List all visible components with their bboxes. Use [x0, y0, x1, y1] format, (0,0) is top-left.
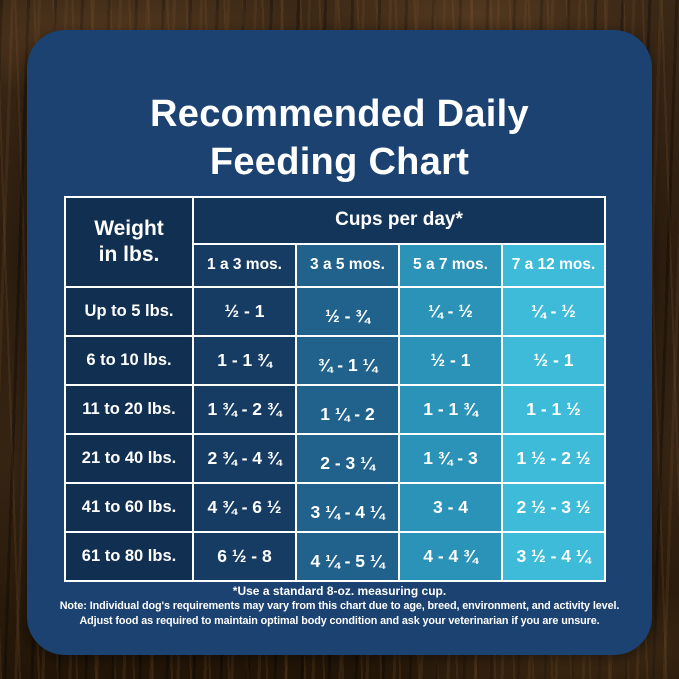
disclaimer-line-2: Adjust food as required to maintain opti… — [79, 615, 600, 627]
feeding-amount-cell: 1 - 1 ½ — [501, 384, 606, 435]
feeding-amount-cell: ¼ - ½ — [398, 286, 503, 337]
feeding-amount-cell: ½ - 1 — [192, 286, 297, 337]
feeding-amount-cell: 1 - 1 ¾ — [192, 335, 297, 386]
age-header-7-12-mos: 7 a 12 mos. — [501, 242, 606, 289]
weight-cell: 6 to 10 lbs. — [64, 335, 194, 386]
feeding-amount-cell: 3 ½ - 4 ¼ — [501, 531, 606, 582]
feeding-amount-cell: 4 ¾ - 6 ½ — [192, 482, 297, 533]
title-line-1: Recommended Daily — [150, 93, 529, 135]
feeding-amount-cell: 6 ½ - 8 — [192, 531, 297, 582]
feeding-amount-cell: 3 - 4 — [398, 482, 503, 533]
footer: *Use a standard 8-oz. measuring cup. Not… — [27, 584, 652, 629]
feeding-amount-cell: ¼ - ½ — [501, 286, 606, 337]
weight-column-header: Weight in lbs. — [64, 196, 194, 288]
age-header-3-5-mos: 3 a 5 mos. — [295, 242, 400, 289]
cups-per-day-header: Cups per day* — [192, 196, 606, 245]
feeding-amount-cell: 4 ¼ - 5 ¼ — [295, 531, 400, 582]
feeding-amount-cell: ½ - 1 — [501, 335, 606, 386]
feeding-amount-cell: 1 ¾ - 2 ¾ — [192, 384, 297, 435]
feeding-amount-cell: 2 ½ - 3 ½ — [501, 482, 606, 533]
weight-cell: 21 to 40 lbs. — [64, 433, 194, 484]
feeding-table: Weight in lbs. Cups per day* 1 a 3 mos. 3… — [64, 196, 606, 582]
header-row-ages: 1 a 3 mos. 3 a 5 mos. 5 a 7 mos. 7 a 12 … — [65, 242, 606, 289]
feeding-amount-cell: 2 - 3 ¼ — [295, 433, 400, 484]
weight-header-line1: Weight — [94, 217, 164, 240]
feeding-amount-cell: 2 ¾ - 4 ¾ — [192, 433, 297, 484]
feeding-amount-cell: ½ - ¾ — [295, 286, 400, 337]
weight-header-line2: in lbs. — [98, 243, 160, 266]
feeding-amount-cell: ½ - 1 — [398, 335, 503, 386]
title-line-2: Feeding Chart — [209, 141, 470, 183]
feeding-amount-cell: 4 - 4 ¾ — [398, 531, 503, 582]
age-header-1-3-mos: 1 a 3 mos. — [192, 242, 297, 289]
feeding-amount-cell: 1 ¾ - 3 — [398, 433, 503, 484]
weight-cell: Up to 5 lbs. — [64, 286, 194, 337]
feeding-amount-cell: 1 - 1 ¾ — [398, 384, 503, 435]
page-title: Recommended Daily Feeding Chart — [27, 90, 652, 186]
weight-cell: 41 to 60 lbs. — [64, 482, 194, 533]
weight-cell: 61 to 80 lbs. — [64, 531, 194, 582]
weight-cell: 11 to 20 lbs. — [64, 384, 194, 435]
measuring-cup-note: *Use a standard 8-oz. measuring cup. — [232, 584, 447, 598]
feeding-amount-cell: 1 ½ - 2 ½ — [501, 433, 606, 484]
disclaimer-line-1: Note: Individual dog's requirements may … — [59, 600, 620, 612]
feeding-amount-cell: ¾ - 1 ¼ — [295, 335, 400, 386]
header-row-top: Weight in lbs. Cups per day* — [64, 196, 606, 288]
feeding-amount-cell: 3 ¼ - 4 ¼ — [295, 482, 400, 533]
age-header-5-7-mos: 5 a 7 mos. — [398, 242, 503, 289]
feeding-amount-cell: 1 ¼ - 2 — [295, 384, 400, 435]
feeding-chart-card: Recommended Daily Feeding Chart Weight in … — [27, 30, 652, 655]
